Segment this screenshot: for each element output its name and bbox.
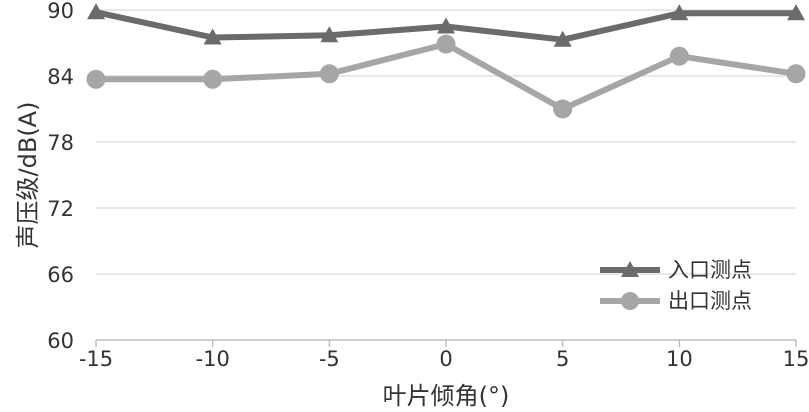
y-tick-label-66: 66 bbox=[47, 263, 74, 287]
data-point-0-4 bbox=[553, 30, 572, 47]
x-tick-label-5: 5 bbox=[556, 347, 569, 371]
y-tick-label-60: 60 bbox=[47, 329, 74, 353]
legend-item-outlet: 出口测点 bbox=[600, 289, 752, 313]
x-axis-title: 叶片倾角(°) bbox=[383, 382, 510, 410]
x-tick-label--5: -5 bbox=[319, 347, 340, 371]
triangle-marker-icon bbox=[621, 261, 639, 277]
data-point-1-4 bbox=[553, 99, 573, 119]
data-point-0-0 bbox=[87, 3, 105, 20]
data-point-0-3 bbox=[437, 17, 455, 34]
x-tick-label--15: -15 bbox=[79, 347, 113, 371]
data-point-1-3 bbox=[436, 34, 456, 54]
data-point-0-1 bbox=[203, 28, 222, 45]
legend-label-inlet: 入口测点 bbox=[668, 258, 752, 282]
y-tick-label-90: 90 bbox=[47, 0, 74, 23]
legend-label-outlet: 出口测点 bbox=[668, 289, 752, 313]
series-layer bbox=[86, 3, 806, 119]
legend-item-inlet: 入口测点 bbox=[600, 258, 752, 282]
data-point-1-1 bbox=[203, 69, 223, 89]
data-point-0-2 bbox=[320, 26, 339, 43]
circle-marker-icon bbox=[621, 292, 639, 310]
y-axis-ticks: 60 66 72 78 84 90 bbox=[47, 0, 74, 353]
x-tick-label-15: 15 bbox=[783, 347, 809, 371]
series-1 bbox=[86, 34, 806, 119]
y-tick-label-72: 72 bbox=[47, 197, 74, 221]
data-point-0-6 bbox=[787, 4, 805, 21]
x-tick-label-10: 10 bbox=[666, 347, 693, 371]
y-tick-label-84: 84 bbox=[47, 65, 74, 89]
x-axis-ticks: -15 -10 -5 0 5 10 15 bbox=[79, 340, 809, 371]
legend: 入口测点 出口测点 bbox=[600, 258, 752, 313]
data-point-1-5 bbox=[669, 46, 689, 66]
data-point-1-6 bbox=[786, 64, 806, 84]
y-axis-title: 声压级/dB(A) bbox=[14, 102, 42, 249]
x-tick-label--10: -10 bbox=[196, 347, 230, 371]
data-point-1-2 bbox=[319, 64, 339, 84]
data-point-1-0 bbox=[86, 69, 106, 89]
data-point-0-5 bbox=[670, 4, 689, 21]
x-tick-label-0: 0 bbox=[439, 347, 452, 371]
series-0 bbox=[87, 3, 805, 47]
y-tick-label-78: 78 bbox=[47, 131, 74, 155]
